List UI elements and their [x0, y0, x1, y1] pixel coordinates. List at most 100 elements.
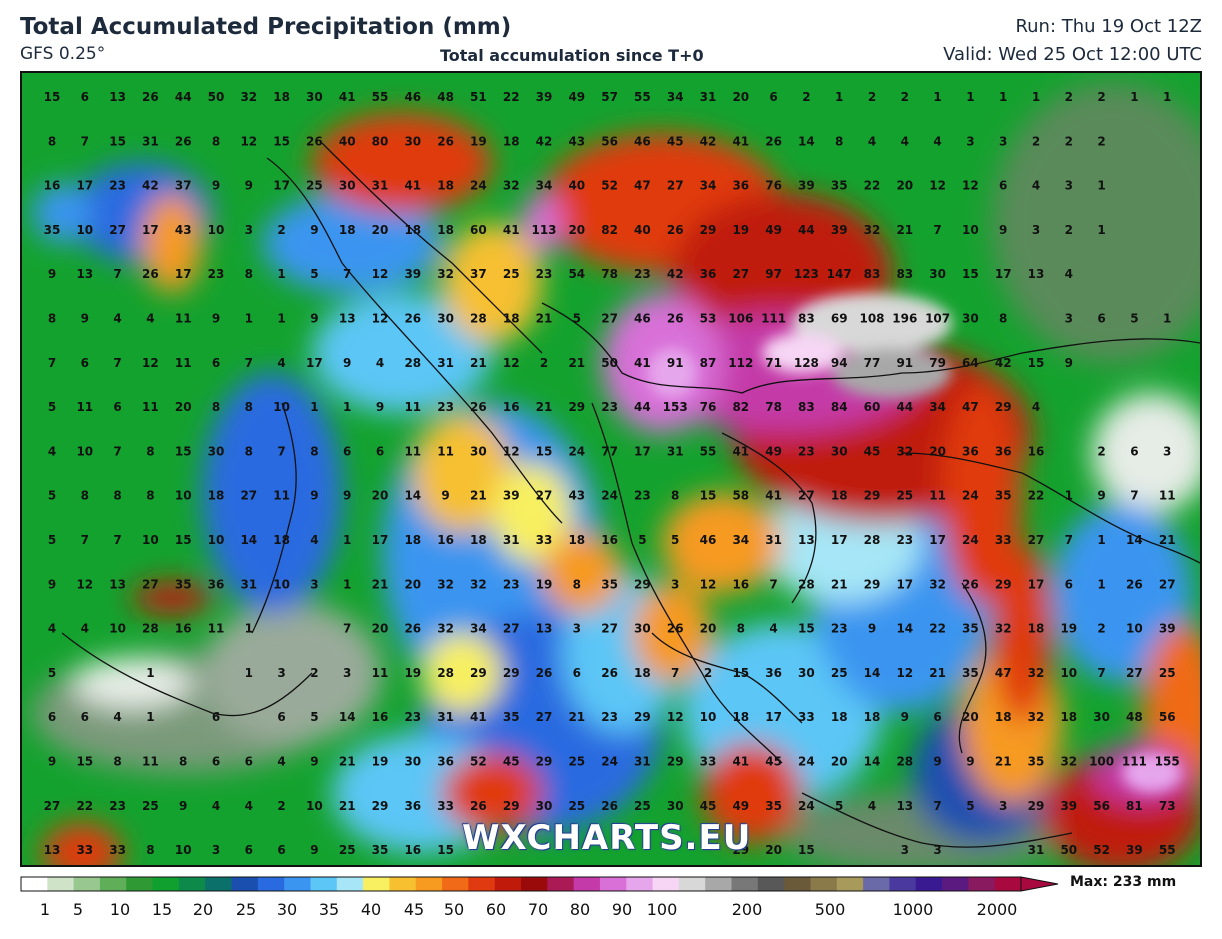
grid-value: 4: [868, 134, 876, 148]
grid-value: 3: [212, 843, 220, 857]
colorbar-swatch: [599, 877, 627, 891]
grid-value: 18: [404, 223, 421, 237]
grid-value: 9: [212, 312, 220, 326]
grid-value: 12: [503, 356, 520, 370]
grid-value: 77: [864, 356, 881, 370]
grid-value: 6: [113, 400, 121, 414]
grid-value: 53: [700, 312, 717, 326]
grid-value: 31: [700, 90, 717, 104]
grid-value: 15: [798, 622, 815, 636]
grid-value: 55: [1159, 843, 1176, 857]
coastlines: [61, 142, 1200, 848]
grid-value: 30: [404, 134, 421, 148]
grid-value: 22: [76, 799, 93, 813]
grid-value: 27: [798, 489, 815, 503]
grid-value: 17: [142, 223, 159, 237]
grid-value: 21: [995, 755, 1012, 769]
legend-tick-label: 30: [276, 900, 298, 919]
grid-value: 56: [601, 134, 618, 148]
grid-value: 49: [568, 90, 585, 104]
grid-value: 76: [765, 179, 782, 193]
grid-value: 29: [503, 799, 520, 813]
colorbar-swatch: [731, 877, 759, 891]
colorbar-swatch: [257, 877, 285, 891]
grid-value: 32: [929, 577, 946, 591]
colorbar-swatch: [678, 877, 706, 891]
grid-value: 27: [1159, 577, 1176, 591]
grid-value: 11: [929, 489, 946, 503]
grid-value: 9: [1097, 489, 1105, 503]
grid-value: 18: [273, 90, 290, 104]
legend-tick-label: 50: [443, 900, 465, 919]
grid-value: 3: [573, 622, 581, 636]
grid-value: 44: [634, 400, 651, 414]
grid-value: 25: [568, 755, 585, 769]
grid-value: 41: [503, 223, 520, 237]
grid-value: 21: [568, 356, 585, 370]
legend-tick-label: 200: [731, 900, 763, 919]
grid-value: 29: [864, 577, 881, 591]
max-value-label: Max: 233 mm: [1070, 874, 1177, 890]
grid-value: 8: [48, 134, 56, 148]
grid-value: 29: [667, 755, 684, 769]
grid-value: 36: [732, 179, 749, 193]
grid-value: 19: [372, 755, 389, 769]
grid-value: 14: [896, 622, 913, 636]
grid-value: 24: [798, 755, 815, 769]
grid-value: 6: [245, 843, 253, 857]
grid-value: 12: [76, 577, 93, 591]
legend-tick-label: 100: [646, 900, 678, 919]
colorbar-swatch: [205, 877, 233, 891]
grid-value: 82: [601, 223, 618, 237]
grid-value: 8: [113, 755, 121, 769]
grid-value: 9: [212, 179, 220, 193]
grid-value: 21: [470, 489, 487, 503]
grid-value: 77: [601, 444, 618, 458]
grid-value: 2: [1065, 90, 1073, 104]
grid-value: 35: [44, 223, 61, 237]
grid-value: 1: [1163, 312, 1171, 326]
grid-value: 2: [868, 90, 876, 104]
grid-value: 32: [896, 444, 913, 458]
precipitation-field: [32, 83, 1200, 865]
grid-value: 18: [437, 223, 454, 237]
grid-value: 31: [765, 533, 782, 547]
grid-value: 26: [601, 666, 618, 680]
grid-value: 19: [404, 666, 421, 680]
grid-value: 52: [601, 179, 618, 193]
grid-value: 2: [1065, 223, 1073, 237]
grid-value: 16: [503, 400, 520, 414]
grid-value: 11: [175, 312, 192, 326]
grid-value: 9: [48, 267, 56, 281]
grid-value: 6: [573, 666, 581, 680]
grid-value: 32: [1060, 755, 1077, 769]
grid-value: 40: [634, 223, 651, 237]
grid-value: 11: [404, 400, 421, 414]
grid-value: 83: [798, 400, 815, 414]
grid-value: 147: [827, 267, 852, 281]
grid-value: 57: [601, 90, 618, 104]
colorbar-swatch: [836, 877, 864, 891]
grid-value: 4: [376, 356, 384, 370]
grid-value: 20: [568, 223, 585, 237]
colorbar-swatch: [231, 877, 259, 891]
legend-tick-label: 35: [318, 900, 340, 919]
grid-value: 2: [802, 90, 810, 104]
grid-value: 1: [1163, 90, 1171, 104]
grid-value: 11: [1159, 489, 1176, 503]
grid-value: 9: [966, 755, 974, 769]
colorbar-swatch: [942, 877, 969, 891]
grid-value: 49: [732, 799, 749, 813]
grid-value: 3: [999, 799, 1007, 813]
grid-value: 1: [1032, 90, 1040, 104]
grid-value: 14: [864, 755, 881, 769]
grid-value: 42: [700, 134, 717, 148]
grid-value: 60: [470, 223, 487, 237]
grid-value: 29: [995, 577, 1012, 591]
colorbar-swatch: [73, 877, 101, 891]
precipitation-map[interactable]: 15 6 13 26 44 50 32 18 30 41 55 46 48 51 22 39 49 57 55 34 3…: [20, 71, 1202, 867]
grid-value: 4: [48, 444, 56, 458]
grid-value: 1: [146, 710, 154, 724]
grid-value: 18: [864, 710, 881, 724]
grid-value: 153: [663, 400, 688, 414]
